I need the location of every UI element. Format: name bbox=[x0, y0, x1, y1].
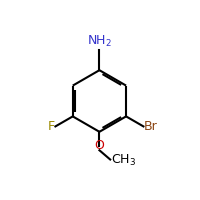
Text: F: F bbox=[48, 120, 55, 133]
Text: O: O bbox=[94, 139, 104, 152]
Text: NH$_2$: NH$_2$ bbox=[87, 34, 112, 49]
Text: Br: Br bbox=[144, 120, 158, 133]
Text: CH$_3$: CH$_3$ bbox=[111, 153, 136, 168]
